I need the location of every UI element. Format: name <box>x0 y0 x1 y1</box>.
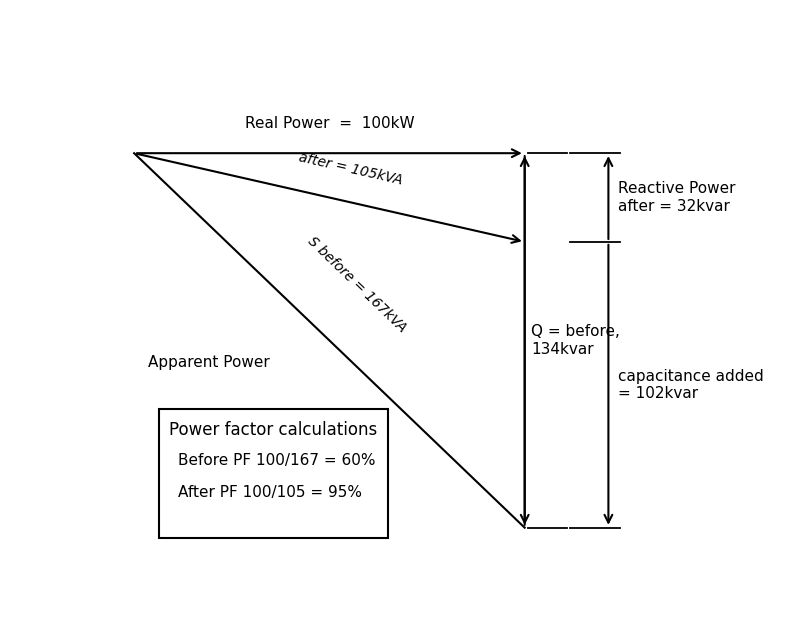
Text: S before = 167kVA: S before = 167kVA <box>306 234 410 335</box>
FancyBboxPatch shape <box>159 410 388 538</box>
Text: Apparent Power: Apparent Power <box>148 355 270 370</box>
Text: after = 105kVA: after = 105kVA <box>298 150 404 188</box>
Text: Real Power  =  100kW: Real Power = 100kW <box>245 116 414 131</box>
Text: Reactive Power
after = 32kvar: Reactive Power after = 32kvar <box>618 181 735 214</box>
Text: Power factor calculations: Power factor calculations <box>170 420 378 439</box>
Text: Q = before,
134kvar: Q = before, 134kvar <box>531 324 620 356</box>
Text: capacitance added
= 102kvar: capacitance added = 102kvar <box>618 369 763 401</box>
Text: Before PF 100/167 = 60%: Before PF 100/167 = 60% <box>178 453 375 468</box>
Text: After PF 100/105 = 95%: After PF 100/105 = 95% <box>178 485 362 500</box>
